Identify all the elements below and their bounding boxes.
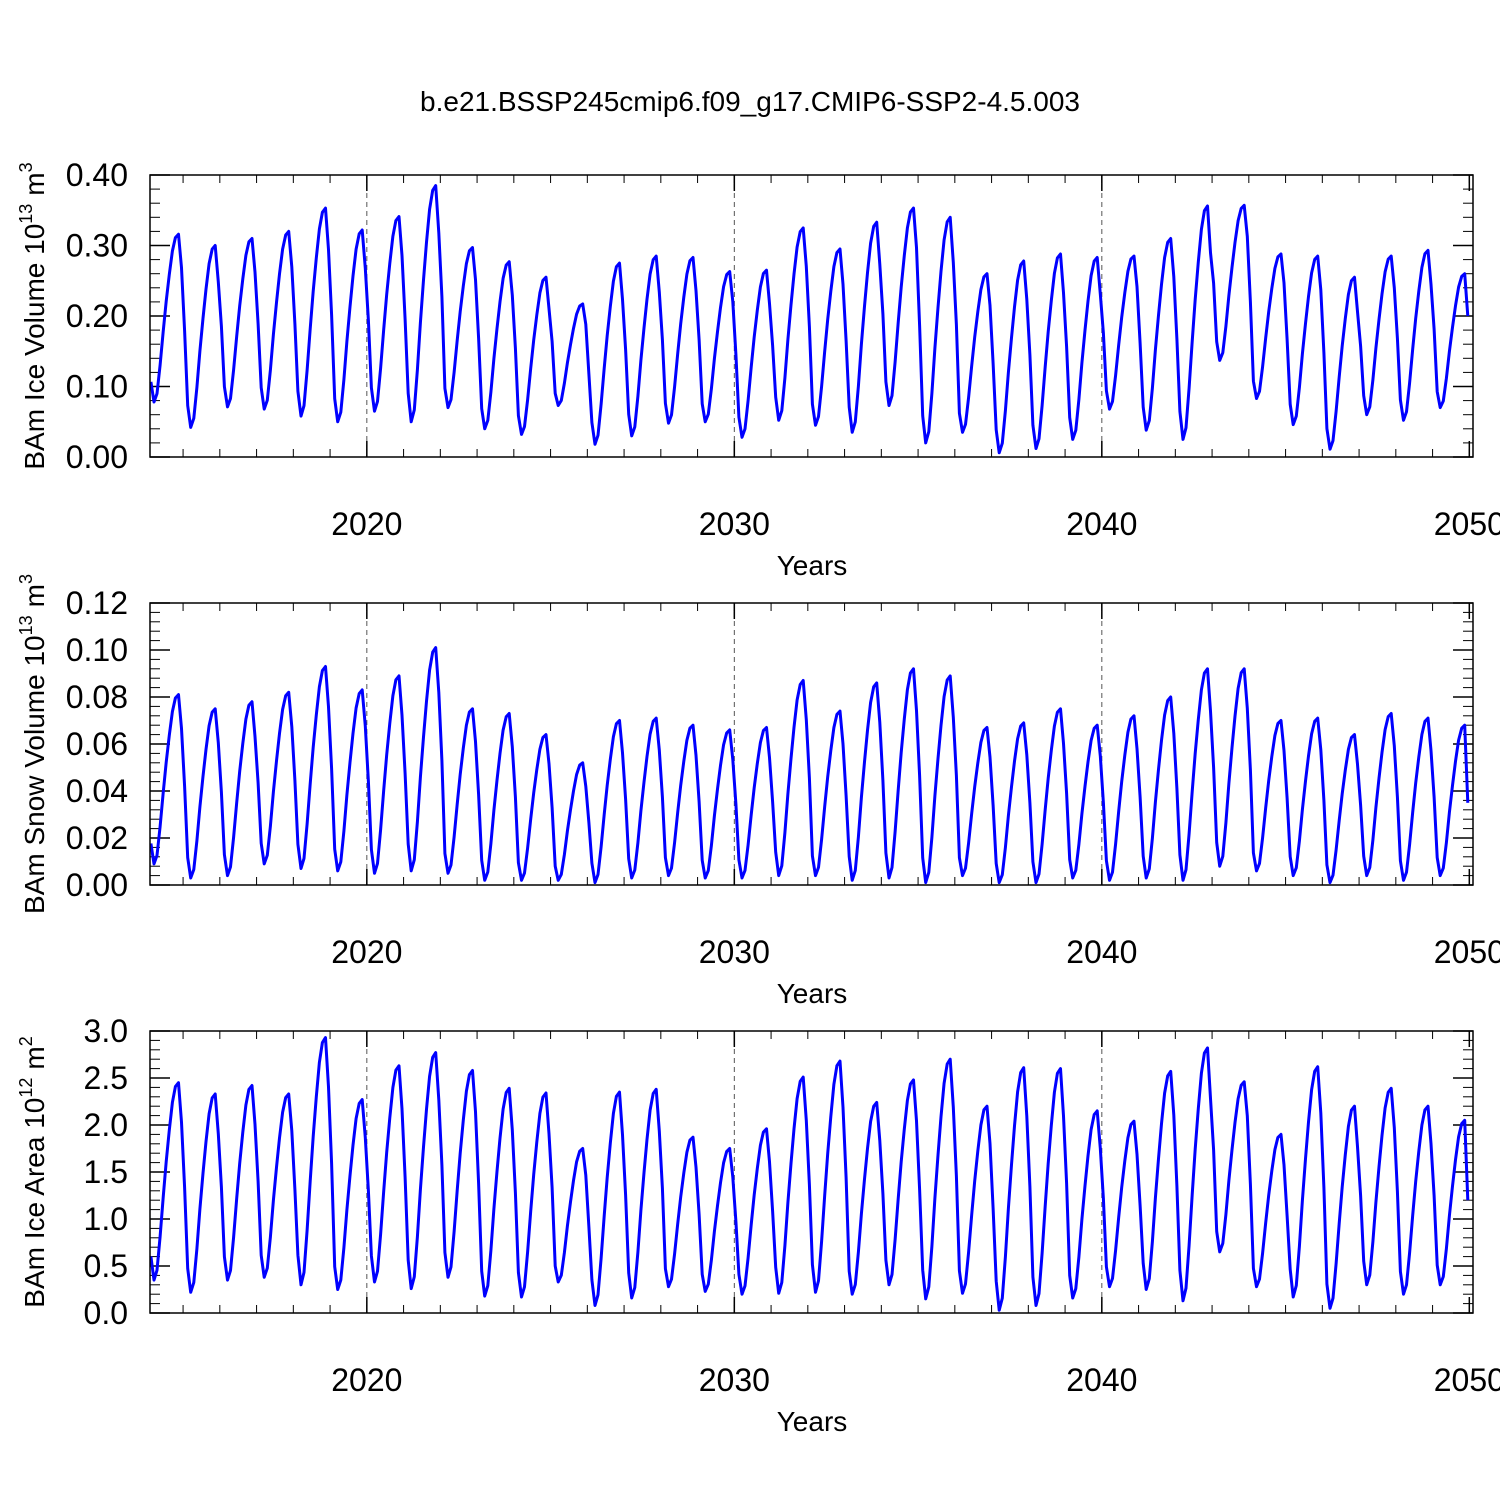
x-tick-label: 2040 — [1066, 934, 1137, 970]
y-tick-label: 0.10 — [66, 632, 128, 668]
y-tick-label: 1.5 — [84, 1154, 128, 1190]
plot-frame — [149, 1030, 1474, 1314]
y-tick-label: 1.0 — [84, 1201, 128, 1237]
plot-frame — [149, 602, 1474, 886]
y-tick-label: 0.08 — [66, 679, 128, 715]
x-tick-label: 2020 — [331, 1362, 402, 1398]
plot-frame — [149, 174, 1474, 458]
ice-area-panel: 2020 2030 2040 2050 0.0 0.5 1.0 1.5 2.0 2.5 3.0 Yea… — [16, 1013, 1500, 1437]
x-tick-label: 2050 — [1434, 934, 1500, 970]
data-series-line — [149, 646, 1470, 885]
y-tick-label: 0.5 — [84, 1248, 128, 1284]
y-axis-label-exponent: 13 — [16, 204, 36, 224]
y-tick-label: 0.30 — [66, 228, 128, 264]
x-tick-label: 2040 — [1066, 1362, 1137, 1398]
x-tick-label: 2050 — [1434, 506, 1500, 542]
y-axis-label: BAm Ice Volume 1013 m3 — [16, 162, 50, 469]
y-axis-label-unit: m — [19, 1046, 50, 1069]
y-axis-label-unit-exponent: 3 — [16, 162, 36, 172]
y-tick-label: 0.10 — [66, 369, 128, 405]
x-tick-label: 2020 — [331, 506, 402, 542]
y-tick-label: 0.06 — [66, 726, 128, 762]
y-tick-label: 0.02 — [66, 820, 128, 856]
x-tick-label: 2030 — [699, 934, 770, 970]
data-series-line — [149, 1036, 1470, 1312]
y-tick-label: 2.0 — [84, 1107, 128, 1143]
y-tick-label: 2.5 — [84, 1060, 128, 1096]
y-axis-label-text: BAm Ice Area 10 — [19, 1098, 50, 1308]
y-axis-label-exponent: 13 — [16, 615, 36, 635]
x-axis-label: Years — [777, 978, 848, 1009]
y-axis-label-unit: m — [19, 172, 50, 195]
x-axis-label: Years — [777, 1406, 848, 1437]
snow-volume-panel: 2020 2030 2040 2050 0.00 0.02 0.04 0.06 0.08 0.10… — [16, 574, 1500, 1009]
y-tick-label: 0.00 — [66, 439, 128, 475]
x-tick-label: 2030 — [699, 506, 770, 542]
x-axis-label: Years — [777, 550, 848, 581]
y-tick-label: 0.40 — [66, 157, 128, 193]
y-axis-label: BAm Snow Volume 1013 m3 — [16, 574, 50, 914]
y-axis-label-text: BAm Ice Volume 10 — [19, 224, 50, 470]
y-tick-label: 0.0 — [84, 1295, 128, 1331]
y-axis-label-unit-exponent: 3 — [16, 574, 36, 584]
x-tick-label: 2040 — [1066, 506, 1137, 542]
y-axis-label-exponent: 12 — [16, 1078, 36, 1098]
x-tick-label: 2030 — [699, 1362, 770, 1398]
x-tick-label: 2020 — [331, 934, 402, 970]
figure-title: b.e21.BSSP245cmip6.f09_g17.CMIP6-SSP2-4.… — [420, 86, 1080, 117]
y-axis-label-unit: m — [19, 584, 50, 607]
data-series-line — [149, 184, 1470, 455]
y-tick-label: 0.04 — [66, 773, 128, 809]
x-tick-label: 2050 — [1434, 1362, 1500, 1398]
y-axis-label: BAm Ice Area 1012 m2 — [16, 1036, 50, 1307]
y-tick-label: 0.20 — [66, 298, 128, 334]
ice-volume-panel: 2020 2030 2040 2050 0.00 0.10 0.20 0.30 0.40 Year… — [16, 157, 1500, 581]
y-tick-label: 0.12 — [66, 585, 128, 621]
y-axis-label-text: BAm Snow Volume 10 — [19, 635, 50, 914]
y-axis-label-unit-exponent: 2 — [16, 1036, 36, 1046]
y-tick-label: 3.0 — [84, 1013, 128, 1049]
y-tick-label: 0.00 — [66, 867, 128, 903]
